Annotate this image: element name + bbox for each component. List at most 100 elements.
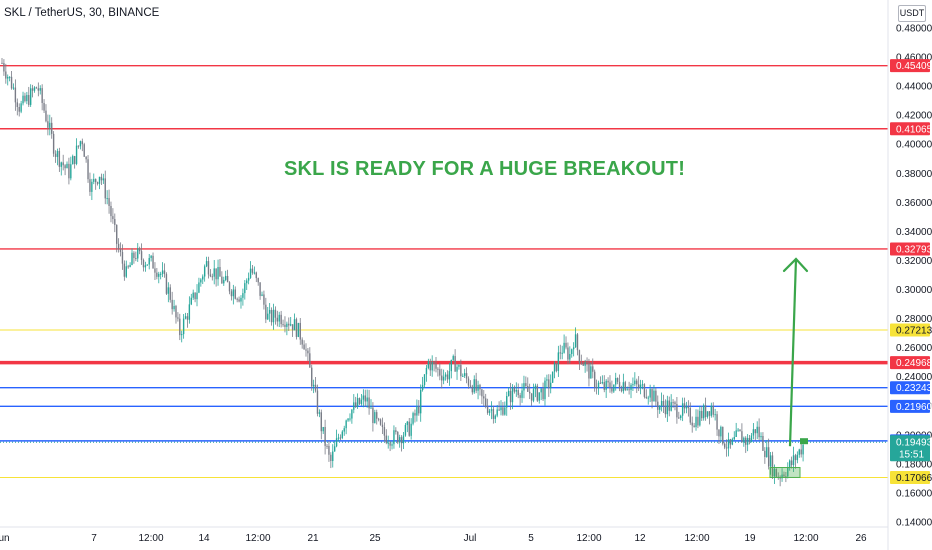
time-axis[interactable]: un 7 12:00 14 12:00 21 25 Jul 5 12:00 12 12:00 19 12:… [0, 533, 867, 544]
candle-body [117, 243, 120, 250]
x-tick-label: un [0, 533, 10, 544]
candle-body [203, 266, 206, 277]
candle-body [335, 438, 338, 447]
candle-body [569, 354, 571, 360]
candle-body [137, 248, 139, 259]
candle-body [295, 319, 298, 337]
candle-body [423, 374, 426, 386]
candle-body [785, 476, 787, 478]
candle-body [358, 398, 361, 404]
candle-body [18, 106, 20, 112]
candle-body [171, 299, 173, 310]
candle-body [125, 266, 127, 277]
candle-body [628, 389, 630, 391]
x-tick-label: 5 [528, 533, 534, 544]
candle-body [205, 261, 208, 267]
candle-body [54, 153, 57, 157]
candle-body [674, 402, 676, 404]
candle-body [507, 390, 510, 397]
candle-body [154, 268, 156, 273]
support-zone [769, 467, 801, 478]
candle-body [116, 224, 118, 244]
candle-body [238, 299, 240, 302]
candle-body [683, 403, 686, 409]
horizontal-levels [0, 64, 888, 478]
candle-body [735, 430, 737, 437]
candle-body [762, 435, 764, 451]
candle-body [286, 323, 288, 327]
candle-body [672, 402, 674, 404]
candle-body [316, 390, 319, 414]
candle-body [743, 437, 745, 443]
candle-body [144, 265, 147, 268]
candle-body [745, 437, 747, 445]
candle-body [215, 268, 217, 280]
candle-body [706, 411, 709, 417]
candle-body [473, 379, 475, 393]
candle-body [498, 409, 500, 411]
candle-body [592, 366, 594, 372]
candle-body [521, 390, 523, 398]
candle-body [186, 316, 189, 320]
candle-body [110, 205, 112, 217]
candle-body [35, 87, 38, 89]
candle-body [66, 163, 68, 169]
candle-body [781, 474, 783, 479]
currency-badge[interactable]: USDT [898, 5, 926, 22]
candle-body [339, 437, 342, 439]
candle-body [257, 278, 259, 283]
candle-body [263, 294, 265, 305]
candle-body [343, 428, 345, 432]
candle-body [148, 257, 150, 265]
symbol-title[interactable]: SKL / TetherUS, 30, BINANCE [4, 7, 160, 19]
candle-body [632, 384, 634, 386]
candle-body [232, 289, 235, 297]
candle-body [303, 344, 305, 350]
candle-body [140, 251, 143, 260]
candle-body [175, 306, 177, 318]
candle-body [240, 297, 242, 302]
candle-body [752, 429, 755, 436]
candle-body [433, 362, 435, 364]
x-tick-label: 12:00 [138, 533, 163, 544]
candle-body [553, 363, 556, 372]
candle-body [62, 162, 64, 166]
candle-body [712, 405, 714, 415]
candle-body [60, 162, 62, 167]
candle-body [580, 362, 583, 364]
candle-body [43, 102, 45, 111]
candle-body [517, 390, 519, 396]
candle-body [10, 76, 13, 89]
candle-body [93, 179, 95, 182]
candle-body [347, 418, 349, 421]
candle-body [219, 267, 221, 277]
y-tick-label: 0.18000 [896, 459, 932, 470]
candle-body [555, 363, 558, 371]
candle-body [748, 437, 751, 442]
candle-body [779, 477, 781, 479]
candle-body [787, 467, 789, 477]
candle-body [353, 402, 355, 410]
candle-body [265, 304, 267, 320]
candle-body [14, 87, 17, 103]
candle-body [8, 76, 11, 78]
candle-body [108, 198, 110, 206]
y-tick-label: 0.32000 [896, 256, 932, 267]
candle-body [528, 391, 531, 394]
candle-body [402, 435, 405, 444]
candle-body [643, 384, 646, 397]
candle-body [68, 163, 70, 179]
candle-body [12, 87, 15, 89]
candle-body [314, 384, 317, 391]
candle-body [320, 412, 322, 432]
candle-body [769, 455, 772, 467]
candle-body [305, 349, 307, 351]
candle-body [578, 350, 581, 363]
price-axis[interactable]: 0.48000 0.46000 0.44000 0.42000 0.40000 0.380… [896, 24, 932, 529]
candle-body [754, 429, 756, 434]
candle-body [456, 366, 458, 372]
y-tick-label: 0.24000 [896, 372, 932, 383]
candle-body [91, 181, 93, 192]
candle-body [77, 145, 80, 147]
